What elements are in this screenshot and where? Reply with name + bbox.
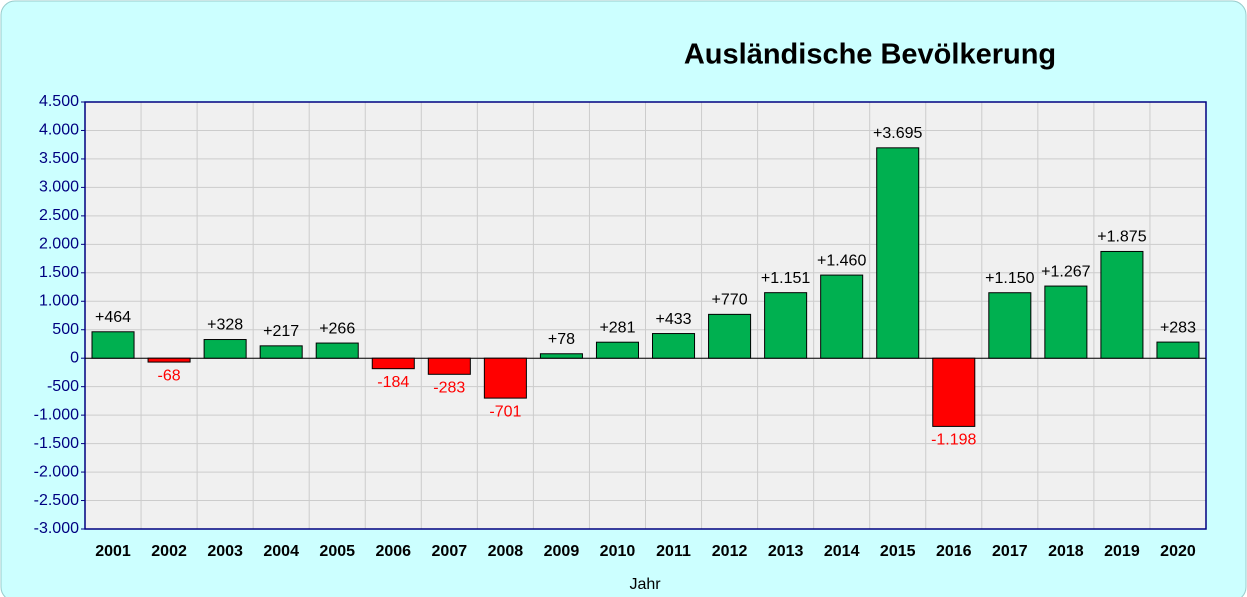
y-tick-label: 500 [52,321,79,338]
bar [203,339,247,359]
bar [1100,250,1144,359]
x-axis-label: Jahr [629,576,661,593]
bar [876,147,920,359]
y-tick-label: -1.000 [34,406,79,423]
x-tick-label: 2005 [319,543,355,560]
y-tick-label: 3.500 [39,150,79,167]
plot-frame [84,101,1207,530]
data-label: +1.267 [1041,263,1090,280]
x-tick-label: 2016 [936,543,972,560]
data-label: +433 [656,311,692,328]
data-label: +1.151 [761,270,810,287]
data-label: -68 [158,367,181,384]
x-tick-label: 2001 [95,543,131,560]
data-label: +281 [599,319,635,336]
data-label: +770 [712,292,748,309]
bar [315,342,359,359]
x-tick-label: 2012 [712,543,748,560]
x-tick-label: 2019 [1104,543,1140,560]
bar [483,357,527,399]
data-label: -701 [489,403,521,420]
bar [652,333,696,359]
x-tick-label: 2007 [432,543,468,560]
data-label: +1.460 [817,252,866,269]
data-label: +328 [207,317,243,334]
x-tick-label: 2014 [824,543,860,560]
y-tick-label: 4.500 [39,93,79,110]
x-tick-label: 2009 [544,543,580,560]
data-label: -184 [377,374,409,391]
bar [988,292,1032,359]
y-tick-label: -2.000 [34,463,79,480]
bar [427,357,471,375]
y-tick-label: 2.000 [39,236,79,253]
x-tick-label: 2006 [375,543,411,560]
x-tick-label: 2010 [600,543,636,560]
y-tick-label: 3.000 [39,179,79,196]
data-label: +217 [263,323,299,340]
bar [539,353,583,359]
bar [595,341,639,359]
chart-title: Ausländische Bevölkerung [684,39,1056,71]
y-tick-label: -3.000 [34,520,79,537]
x-tick-label: 2004 [263,543,299,560]
bar [1044,285,1088,359]
y-tick-label: 1.500 [39,264,79,281]
y-tick-label: -500 [47,378,79,395]
bar [708,313,752,359]
y-tick-label: 1.000 [39,292,79,309]
x-tick-label: 2013 [768,543,804,560]
data-label: +1.875 [1097,229,1146,246]
y-tick-label: -1.500 [34,435,79,452]
x-tick-label: 2015 [880,543,916,560]
bar [91,331,135,359]
x-tick-label: 2018 [1048,543,1084,560]
bar [259,345,303,359]
data-label: +1.150 [985,270,1034,287]
data-label: -283 [433,380,465,397]
y-tick-label: 0 [70,349,79,366]
data-label: -1.198 [931,432,976,449]
bar [932,357,976,427]
bar [371,357,415,370]
x-tick-label: 2008 [488,543,524,560]
y-tick-label: 4.000 [39,122,79,139]
x-tick-label: 2020 [1160,543,1196,560]
bar [1156,341,1200,359]
bar [147,357,191,363]
x-tick-label: 2017 [992,543,1028,560]
y-tick-label: -2.500 [34,492,79,509]
x-tick-label: 2003 [207,543,243,560]
data-label: +266 [319,320,355,337]
bar [820,274,864,359]
data-label: +78 [548,331,575,348]
data-label: +3.695 [873,125,922,142]
data-label: +283 [1160,319,1196,336]
x-tick-label: 2002 [151,543,187,560]
x-tick-label: 2011 [656,543,691,560]
bar [764,292,808,359]
data-label: +464 [95,309,131,326]
y-tick-label: 2.500 [39,207,79,224]
